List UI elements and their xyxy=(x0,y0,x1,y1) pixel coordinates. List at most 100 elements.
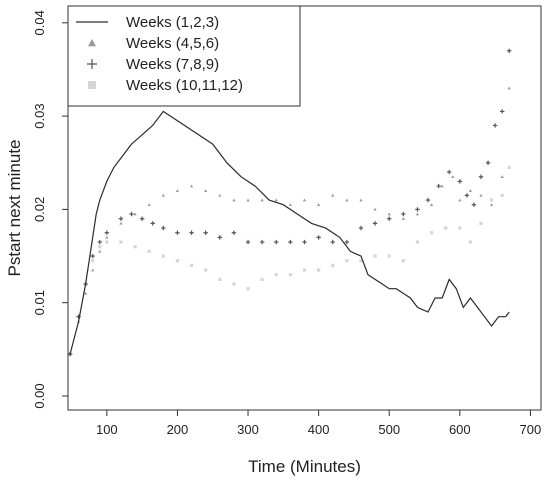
x-axis-label: Time (Minutes) xyxy=(248,457,361,476)
data-point xyxy=(274,273,278,277)
data-point xyxy=(161,254,165,258)
data-point xyxy=(478,174,484,179)
data-point xyxy=(468,189,473,193)
data-point xyxy=(118,216,124,221)
data-point xyxy=(464,193,470,198)
data-point xyxy=(373,207,377,211)
data-point xyxy=(489,198,494,202)
data-point xyxy=(373,254,377,258)
data-point xyxy=(119,240,123,244)
data-point xyxy=(139,216,145,221)
data-point xyxy=(133,212,137,216)
x-tick-label: 700 xyxy=(520,422,542,437)
series-line xyxy=(69,110,510,355)
data-point xyxy=(425,197,431,203)
y-tick-label: 0.04 xyxy=(32,10,47,35)
legend-entry: Weeks (1,2,3) xyxy=(76,14,219,31)
data-point xyxy=(500,193,504,198)
data-point xyxy=(161,225,166,231)
data-point xyxy=(231,230,237,235)
legend-marker-swatch xyxy=(88,81,96,89)
data-point xyxy=(204,268,208,272)
data-point xyxy=(401,211,406,217)
data-point xyxy=(345,259,349,263)
data-point xyxy=(447,169,452,175)
data-point xyxy=(91,259,95,263)
data-point xyxy=(457,179,463,184)
data-point xyxy=(274,198,278,202)
axes: 100 200 300 400 500 600 700 0.00 0.01 0.02 0.03 0.0… xyxy=(32,10,541,437)
data-point xyxy=(232,198,236,202)
data-point xyxy=(189,230,194,235)
series-4 xyxy=(68,165,511,356)
data-point xyxy=(302,268,307,272)
data-point xyxy=(232,282,236,286)
series-2 xyxy=(68,86,511,356)
data-point xyxy=(331,193,335,197)
data-point xyxy=(458,198,462,202)
legend-box xyxy=(67,5,301,107)
x-tick-label: 400 xyxy=(308,422,330,437)
data-point xyxy=(468,240,473,244)
legend-entry: Weeks (7,8,9) xyxy=(87,56,219,73)
data-point xyxy=(98,249,102,253)
data-point xyxy=(84,291,88,295)
data-point xyxy=(129,211,134,217)
data-point xyxy=(161,193,165,197)
data-point xyxy=(401,259,405,263)
data-point xyxy=(401,217,405,221)
data-point xyxy=(429,203,434,207)
data-point xyxy=(204,189,208,193)
data-point xyxy=(274,239,279,245)
x-tick-label: 500 xyxy=(378,422,400,437)
data-point xyxy=(175,189,180,193)
x-tick-label: 200 xyxy=(167,422,189,437)
data-point xyxy=(133,245,137,249)
data-point xyxy=(451,175,455,179)
series-1 xyxy=(69,110,510,355)
data-point xyxy=(189,184,194,188)
data-point xyxy=(246,198,250,202)
x-tick-label: 600 xyxy=(449,422,471,437)
data-point xyxy=(471,202,477,207)
data-point xyxy=(489,203,494,207)
data-point xyxy=(260,277,264,281)
data-point xyxy=(105,240,109,244)
data-point xyxy=(288,239,293,245)
data-point xyxy=(500,175,504,179)
data-point xyxy=(359,259,363,263)
data-point xyxy=(302,198,307,202)
data-point xyxy=(316,235,321,240)
data-point xyxy=(317,203,321,207)
data-point xyxy=(218,277,222,281)
data-point xyxy=(147,249,151,253)
legend-label: Weeks (4,5,6) xyxy=(126,35,219,52)
data-point xyxy=(492,123,498,128)
y-axis-label: Pstart next minute xyxy=(5,139,24,276)
data-point xyxy=(317,268,321,272)
data-point xyxy=(387,212,391,216)
data-point xyxy=(189,263,194,267)
data-point xyxy=(259,239,265,245)
data-point xyxy=(91,268,95,272)
data-point xyxy=(429,231,434,235)
legend-marker-swatch xyxy=(87,59,97,69)
data-point xyxy=(217,235,222,240)
plot-area xyxy=(67,48,512,357)
y-tick-label: 0.00 xyxy=(32,383,47,408)
x-tick-label: 300 xyxy=(237,422,259,437)
data-point xyxy=(175,230,180,235)
data-point xyxy=(288,273,292,277)
data-point xyxy=(415,212,420,216)
data-point xyxy=(444,226,448,230)
data-point xyxy=(458,226,462,230)
data-point xyxy=(330,239,335,245)
data-point xyxy=(372,221,378,226)
data-point xyxy=(97,239,102,245)
data-point xyxy=(359,198,363,202)
data-point xyxy=(203,230,208,235)
data-point xyxy=(387,254,391,258)
data-point xyxy=(507,48,512,53)
data-point xyxy=(440,184,444,188)
